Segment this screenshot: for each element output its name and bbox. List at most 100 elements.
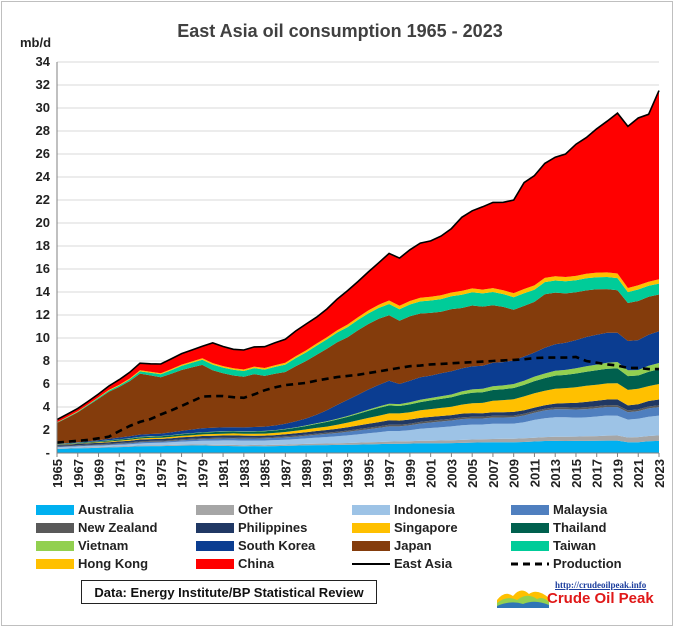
y-tick-label: 28 (36, 123, 50, 138)
x-tick-label: 1973 (133, 459, 148, 488)
x-tick-label: 1971 (112, 459, 127, 488)
legend-item: East Asia (352, 556, 453, 571)
legend-label: Singapore (394, 520, 458, 535)
legend-label: Australia (78, 502, 134, 517)
x-tick-label: 2011 (527, 459, 542, 487)
source-note: Data: Energy Institute/BP Statistical Re… (81, 580, 377, 604)
area-malaysia (57, 407, 659, 448)
brand-logo-art (497, 590, 549, 608)
x-tick-label: 2017 (590, 459, 605, 488)
legend-label: Malaysia (553, 502, 608, 517)
legend-label: Taiwan (553, 538, 596, 553)
legend-label: Other (238, 502, 273, 517)
y-tick-label: 34 (36, 54, 51, 69)
x-tick-label: 2015 (569, 459, 584, 488)
legend-swatch (36, 523, 74, 533)
brand-name: Crude Oil Peak (547, 590, 654, 607)
x-tick-label: 2013 (548, 459, 563, 488)
y-tick-label: 6 (43, 376, 50, 391)
legend-item: Japan (352, 538, 432, 553)
area-china (57, 90, 659, 423)
y-tick-label: 10 (36, 330, 50, 345)
x-tick-label: 1993 (341, 459, 356, 488)
line-production (56, 355, 659, 444)
x-tick-label: 2009 (507, 459, 522, 488)
x-tick-label: 1989 (299, 459, 314, 488)
legend-item: Vietnam (36, 538, 128, 553)
legend-swatch (352, 541, 390, 551)
legend-item: Taiwan (511, 538, 596, 553)
legend-label: Philippines (238, 520, 307, 535)
brand-url[interactable]: http://crudeoilpeak.info (555, 580, 647, 590)
area-south-korea (57, 331, 659, 444)
x-tick-label: 2001 (424, 459, 439, 488)
legend-label: Japan (394, 538, 432, 553)
legend-swatch (511, 523, 549, 533)
legend-label: New Zealand (78, 520, 158, 535)
legend-item: Australia (36, 502, 134, 517)
legend-item: Malaysia (511, 502, 608, 517)
legend-swatch (36, 559, 74, 569)
legend-item: Philippines (196, 520, 307, 535)
legend-item: South Korea (196, 538, 316, 553)
x-tick-label: 2023 (652, 459, 667, 488)
legend-label: Vietnam (78, 538, 128, 553)
area-australia (57, 440, 659, 453)
y-tick-label: 32 (36, 77, 50, 92)
x-tick-label: 2007 (486, 459, 501, 488)
area-philippines (57, 399, 659, 446)
x-tick-label: 1995 (361, 459, 376, 488)
area-indonesia (57, 415, 659, 449)
legend-label: China (238, 556, 275, 571)
legend-item: Indonesia (352, 502, 455, 517)
x-tick-label: 1985 (258, 459, 273, 488)
area-japan (57, 289, 659, 444)
legend-label: East Asia (394, 556, 453, 571)
legend-item: Other (196, 502, 273, 517)
area-singapore (57, 383, 659, 445)
legend-item: China (196, 556, 275, 571)
legend-swatch (352, 523, 390, 533)
area-other (57, 435, 659, 449)
x-tick-label: 1991 (320, 459, 335, 488)
y-tick-label: - (46, 445, 50, 460)
x-tick-label: 1981 (216, 459, 231, 488)
y-tick-label: 26 (36, 146, 50, 161)
legend-swatch (196, 541, 234, 551)
y-tick-label: 30 (36, 100, 50, 115)
legend-label: Thailand (553, 520, 607, 535)
x-tick-label: 1979 (195, 459, 210, 488)
legend-item: Production (511, 556, 622, 571)
legend-swatch (36, 541, 74, 551)
legend-item: Hong Kong (36, 556, 148, 571)
y-tick-label: 16 (36, 261, 50, 276)
line-east-asia-total (56, 90, 660, 421)
legend-label: South Korea (238, 538, 316, 553)
legend-swatch (196, 523, 234, 533)
y-tick-label: 8 (43, 353, 50, 368)
x-tick-label: 1965 (50, 459, 65, 488)
x-tick-label: 1997 (382, 459, 397, 488)
x-tick-label: 1987 (278, 459, 293, 488)
x-tick-label: 1975 (154, 459, 169, 488)
x-tick-label: 1983 (237, 459, 252, 488)
x-tick-label: 2019 (611, 459, 626, 488)
legend-swatch (36, 505, 74, 515)
y-tick-label: 4 (43, 399, 51, 414)
x-tick-label: 1977 (175, 459, 190, 488)
y-tick-label: 24 (36, 169, 51, 184)
y-tick-label: 12 (36, 307, 50, 322)
area-thailand (57, 368, 659, 445)
legend-swatch (352, 505, 390, 515)
y-tick-label: 20 (36, 215, 50, 230)
x-tick-label: 1999 (403, 459, 418, 488)
legend-item: Singapore (352, 520, 458, 535)
y-tick-label: 22 (36, 192, 50, 207)
chart-title: East Asia oil consumption 1965 - 2023 (177, 21, 502, 41)
x-tick-label: 2005 (465, 459, 480, 488)
x-tick-label: 1967 (71, 459, 86, 488)
brand-logo[interactable]: http://crudeoilpeak.info Crude Oil Peak (497, 580, 659, 610)
x-tick-label: 2021 (631, 459, 646, 488)
legend-label: Production (553, 556, 622, 571)
